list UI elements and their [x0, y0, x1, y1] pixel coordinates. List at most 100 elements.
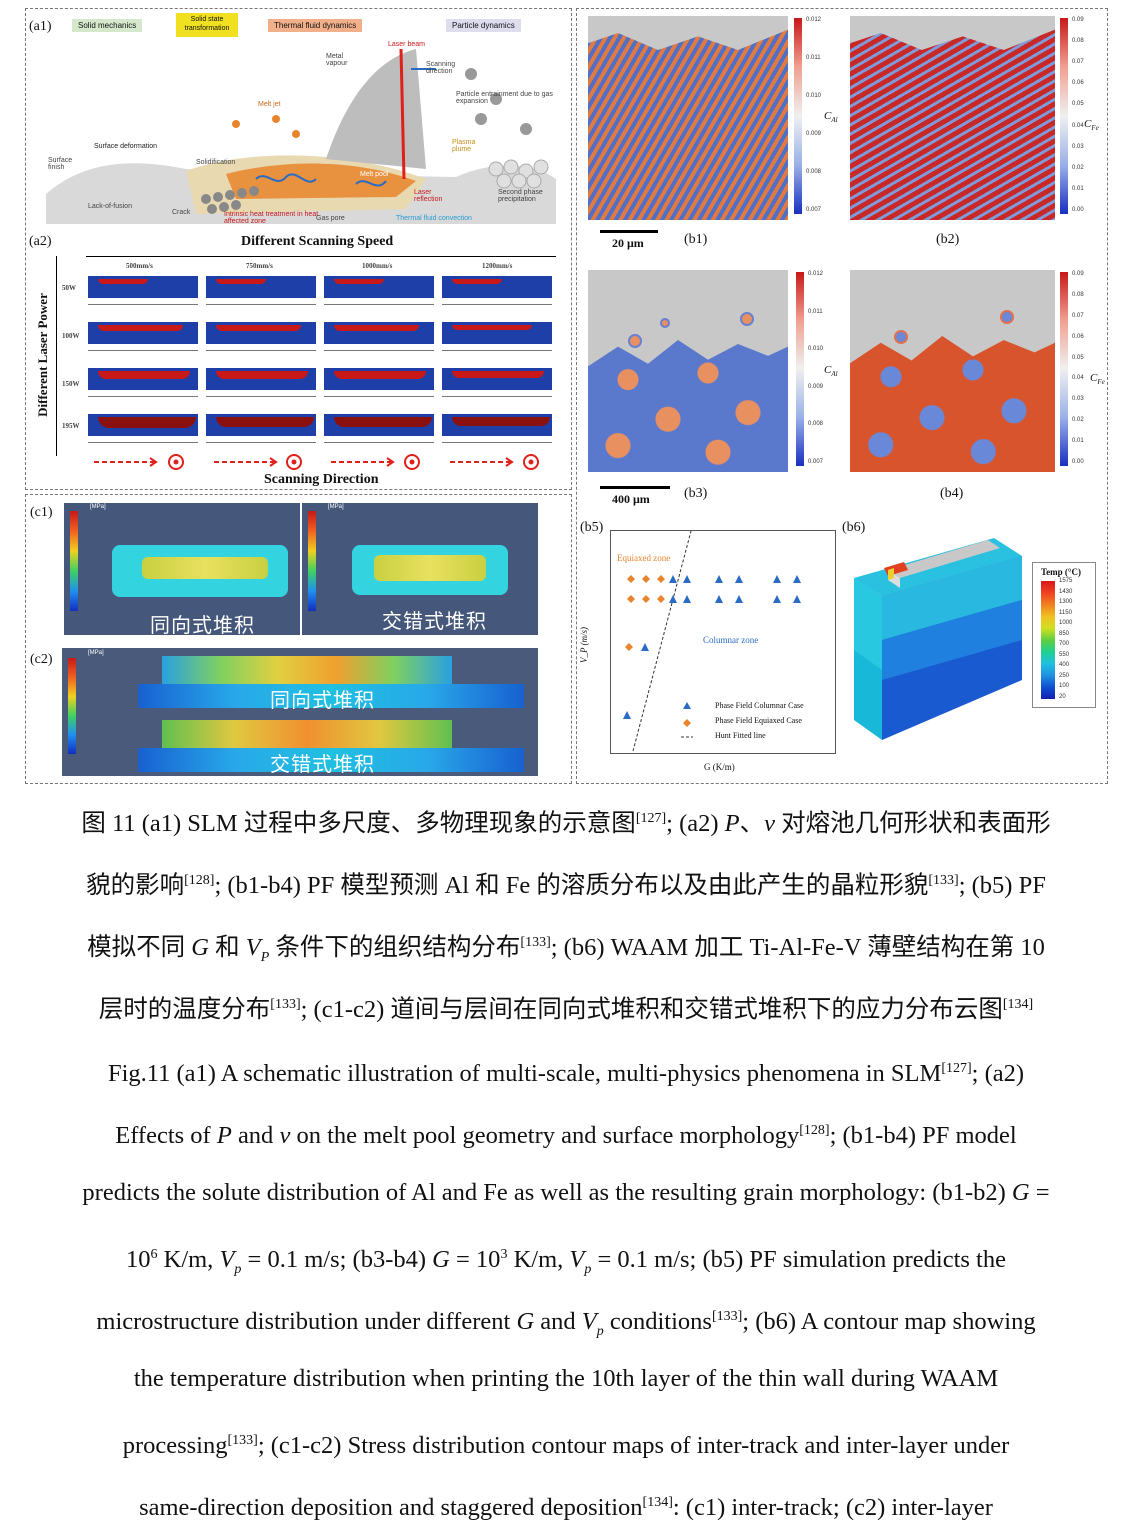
a1-ann-plasma: Plasma plume [452, 139, 476, 153]
a1-ann-surface-def: Surface deformation [94, 143, 158, 150]
panel-b1 [588, 16, 788, 220]
a1-ann-lof: Lack-of-fusion [88, 203, 132, 210]
panel-label-b2: (b2) [936, 232, 960, 247]
scale-label-400um: 400 μm [612, 492, 650, 506]
caption-en-line-6: the temperature distribution when printi… [133, 1365, 999, 1392]
tag-solid-mechanics: Solid mechanics [72, 19, 143, 32]
colorbar-tick-label: 0.00 [1072, 207, 1084, 213]
colorbar-tick-label: 3.10e+00 [344, 1104, 370, 1110]
c1-colorbar-left [70, 511, 78, 611]
caption-en-line-8: same-direction deposition and staggered … [139, 1494, 993, 1522]
melt-pool [88, 414, 198, 436]
colorbar-tick-label: 0.012 [808, 271, 824, 277]
colorbar-tick-label: 2.15e+02 [106, 1065, 132, 1072]
b3-cal-label: CAl [824, 364, 838, 379]
colorbar-tick-label: 0.007 [808, 459, 824, 465]
colorbar-tick-label: 1575 [1059, 578, 1073, 584]
colorbar-tick-label: 3.74e+02 [106, 1036, 132, 1043]
a1-ann-second-phase: Second phase precipitation [498, 189, 543, 203]
colorbar-tick-label: 1300 [1059, 599, 1073, 606]
a1-ann-heat-treat: Intrinsic heat treatment in heat affecte… [224, 211, 319, 225]
panel-c1: (c1) [MPa] [MPa] 5.33e+02 4.80e+02 4.27e+0… [26, 495, 569, 1110]
colorbar-tick-label: 0.009 [806, 131, 822, 137]
speed-1200: 1200mm/s [482, 262, 513, 270]
colorbar-tick-label: 0.09 [1072, 271, 1084, 277]
panel-label-c2: (c2) [30, 652, 53, 667]
c2-label-same: 同向式堆积 [270, 688, 375, 712]
c2-base-same [138, 684, 524, 708]
panel-b3 [588, 270, 788, 472]
a1-ann-melt-pool: Melt pool [360, 171, 389, 178]
a2-title: Different Scanning Speed [241, 234, 394, 249]
colorbar-tick-label: 700 [1059, 641, 1070, 648]
colorbar-tick-label: 250 [1059, 672, 1070, 679]
b6-wall-render [854, 538, 1022, 740]
power-100: 100W [62, 332, 80, 340]
speed-750: 750mm/s [246, 262, 273, 270]
c1-unit-right: [MPa] [328, 504, 344, 510]
colorbar-tick-label: 850 [1059, 630, 1070, 637]
b2-cfe-label: CFe [1084, 118, 1099, 133]
a2-ylabel: Different Laser Power [35, 293, 50, 417]
caption-en-line-3: predicts the solute distribution of Al a… [82, 1179, 1050, 1206]
c2-wall-staggered [162, 720, 452, 750]
c1-label-staggered: 交错式堆积 [382, 609, 487, 633]
panel-label-b6: (b6) [842, 520, 866, 535]
panel-b2 [850, 16, 1055, 220]
caption-cn-line-2: 貌的影响[128]; (b1-b4) PF 模型预测 Al 和 Fe 的溶质分布… [86, 872, 1046, 900]
colorbar-tick-label: 4.27e+02 [106, 1027, 132, 1034]
melt-pool [88, 276, 198, 298]
melt-pool [442, 322, 552, 344]
colorbar-tick-label: 0.07 [1072, 59, 1084, 66]
colorbar-tick-label: 0.06 [1072, 80, 1084, 87]
b6-legend-bar [1041, 581, 1055, 699]
colorbar-tick-label: 4.55e+02 [104, 1310, 130, 1317]
colorbar-tick-label: 3.04e+02 [104, 1337, 130, 1344]
a1-ann-surface-finish: Surface finish [48, 157, 73, 171]
colorbar-tick-label: 2.68e+02 [344, 1056, 370, 1062]
melt-pool [324, 414, 434, 436]
panel-b4 [850, 270, 1055, 472]
colorbar-tick-label: 0.007 [806, 207, 822, 213]
colorbar-tick-label: 5.00e+00 [104, 1393, 130, 1399]
colorbar-tick-label: 0.02 [1072, 417, 1084, 424]
panel-label-b4: (b4) [940, 486, 964, 501]
colorbar-tick-label: 2.03e+02 [104, 1356, 130, 1363]
colorbar-tick-label: 550 [1059, 651, 1070, 658]
a1-ann-vapour: Metal vapour [326, 53, 348, 67]
melt-pool [442, 368, 552, 390]
panel-label-c1: (c1) [30, 505, 53, 520]
c2-colorbar [68, 658, 76, 754]
melt-pool [206, 322, 316, 344]
colorbar-tick-label: 1.52e+02 [104, 1365, 130, 1372]
colorbar-tick-label: 0.010 [808, 346, 824, 353]
caption-en-line-5: microstructure distribution under differ… [96, 1308, 1036, 1340]
colorbar-tick-label: 1.62e+02 [344, 1075, 370, 1082]
colorbar-tick-label: 0.04 [1072, 122, 1084, 129]
melt-pool [324, 368, 434, 390]
scan-direction-arrows [94, 454, 539, 470]
caption-cn-line-1: 图 11 (a1) SLM 过程中多尺度、多物理现象的示意图[127]; (a2… [81, 810, 1051, 838]
panel-label-b1: (b1) [684, 232, 708, 247]
c2-base-staggered [138, 748, 524, 772]
b4-colorbar [1060, 272, 1068, 466]
colorbar-tick-label: 0.01 [1072, 438, 1084, 445]
c1-track-left [142, 557, 268, 579]
colorbar-tick-label: 0.02 [1072, 164, 1084, 171]
colorbar-tick-label: 0.012 [806, 17, 822, 23]
melt-pool [88, 368, 198, 390]
melt-pool [206, 276, 316, 298]
melt-pool [206, 368, 316, 390]
b1-cal-label: CAl [824, 110, 838, 125]
a1-ann-scanning: Scanning direction [426, 61, 456, 75]
melt-pool [442, 276, 552, 298]
power-50: 50W [62, 284, 76, 292]
power-150: 150W [62, 380, 80, 388]
speed-1000: 1000mm/s [362, 262, 393, 270]
colorbar-tick-label: 0.07 [1072, 312, 1084, 319]
b5-legend-equiaxed: Phase Field Equiaxed Case [715, 716, 802, 725]
a1-ann-entrainment: Particle entrainment due to gas expansio… [456, 91, 553, 105]
b1-colorbar [794, 18, 802, 214]
a2-top-arrow [86, 256, 556, 257]
colorbar-tick-label: 0.03 [1072, 143, 1084, 150]
